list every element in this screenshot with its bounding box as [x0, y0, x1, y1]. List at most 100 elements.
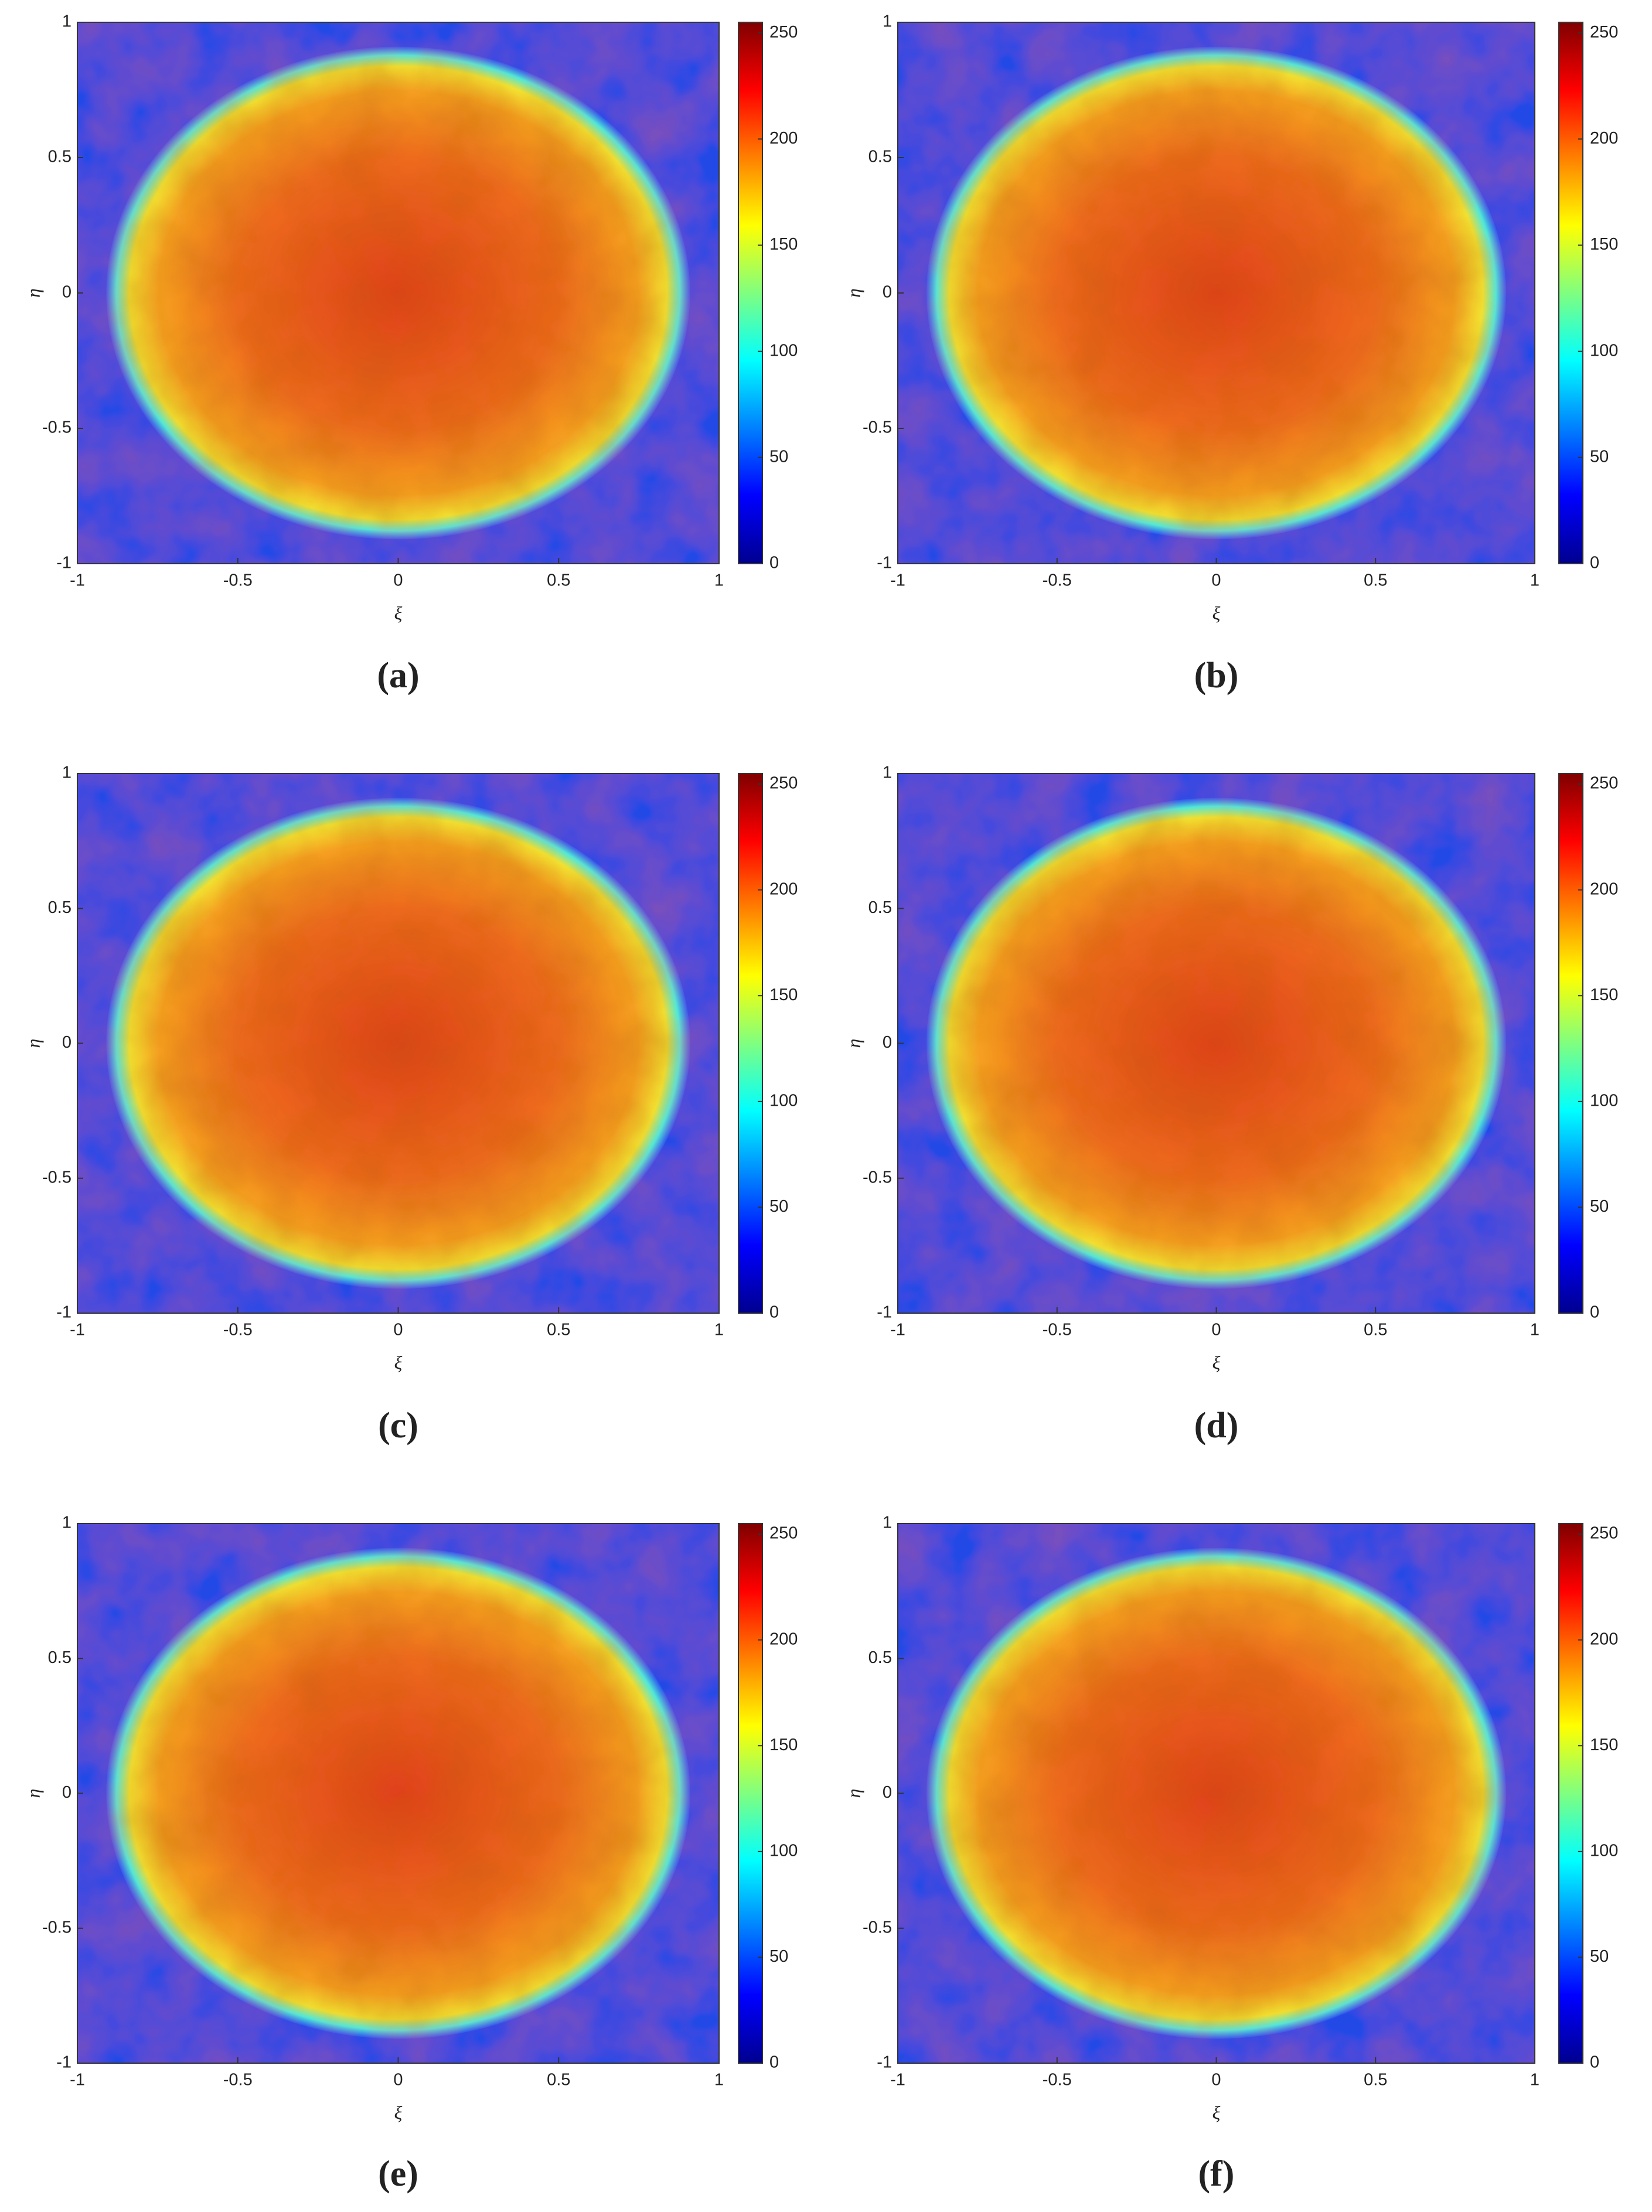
heatmap-disk	[926, 46, 1507, 540]
y-tick-label: -1	[56, 554, 71, 572]
y-tick-label: 0	[62, 1033, 71, 1052]
y-tick-label: -1	[877, 2053, 892, 2072]
panel: -1 -0.5 0 0.5 1 -1 -0.5 0 0.5 1 ξ η 0 50 100 150 200 250 (…	[22, 1514, 798, 2194]
colorbar-tick-label: 250	[1590, 23, 1618, 42]
panel-label: (f)	[1198, 2154, 1235, 2194]
colorbar-tick-label: 50	[769, 1197, 788, 1216]
x-tick-label: 1	[1530, 2071, 1539, 2090]
x-axis-label: ξ	[1212, 1352, 1221, 1373]
x-tick-label: 0.5	[1364, 2071, 1387, 2090]
panel: -1 -0.5 0 0.5 1 -1 -0.5 0 0.5 1 ξ η 0 50 100 150 200 250 (…	[843, 1514, 1618, 2194]
colorbar-tick-label: 150	[1590, 1736, 1618, 1754]
y-tick-label: 0.5	[48, 148, 71, 166]
x-tick-label: 0.5	[1364, 571, 1387, 590]
x-tick-label: 0	[393, 2071, 403, 2090]
x-tick-label: 0	[393, 571, 403, 590]
colorbar-tick-label: 150	[769, 986, 798, 1004]
panel: -1 -0.5 0 0.5 1 -1 -0.5 0 0.5 1 ξ η 0 50 100 150 200 250 (…	[22, 12, 798, 696]
heatmap-disk	[106, 46, 690, 540]
x-tick-label: -1	[70, 571, 85, 590]
x-tick-label: -0.5	[223, 2071, 253, 2090]
y-tick-label: -0.5	[863, 418, 892, 437]
x-tick-label: -1	[890, 1321, 905, 1340]
heatmap-image	[898, 1523, 1535, 2063]
colorbar-tick-label: 250	[1590, 1524, 1618, 1543]
y-tick-label: 0	[62, 283, 71, 302]
y-tick-label: 1	[883, 1514, 892, 1532]
x-tick-label: 1	[714, 1321, 724, 1340]
y-axis-label: η	[843, 288, 864, 298]
colorbar-tick-label: 250	[769, 1524, 798, 1543]
panel: -1 -0.5 0 0.5 1 -1 -0.5 0 0.5 1 ξ η 0 50 100 150 200 250 (…	[843, 12, 1618, 696]
y-tick-label: -1	[877, 554, 892, 572]
x-tick-label: 0	[1211, 2071, 1221, 2090]
heatmap-disk	[926, 1548, 1507, 2039]
colorbar	[738, 22, 763, 564]
heatmap-image	[77, 773, 719, 1313]
colorbar-tick-label: 0	[769, 554, 779, 572]
colorbar-tick-label: 50	[1590, 1197, 1609, 1216]
y-axis-label: η	[22, 1789, 43, 1798]
y-tick-label: -0.5	[863, 1918, 892, 1937]
x-tick-label: 0	[393, 1321, 403, 1340]
y-tick-label: 1	[883, 764, 892, 782]
heatmap-disk	[106, 1548, 690, 2039]
x-tick-label: 0.5	[547, 1321, 570, 1340]
x-tick-label: -1	[890, 571, 905, 590]
x-tick-label: -0.5	[1043, 2071, 1072, 2090]
x-axis-label: ξ	[394, 2102, 403, 2123]
x-tick-label: 1	[714, 571, 724, 590]
colorbar-tick-label: 50	[769, 1947, 788, 1966]
heatmap-disk	[926, 797, 1507, 1289]
y-tick-label: 1	[62, 1514, 71, 1532]
x-tick-label: -0.5	[223, 1321, 253, 1340]
y-tick-label: 1	[62, 12, 71, 31]
colorbar-tick-label: 50	[1590, 447, 1609, 466]
y-tick-label: 0.5	[48, 898, 71, 917]
y-axis-label: η	[22, 288, 43, 298]
colorbar	[1558, 22, 1583, 564]
x-tick-label: 0.5	[1364, 1321, 1387, 1340]
heatmap-image	[77, 22, 719, 564]
colorbar	[738, 1523, 763, 2064]
colorbar	[738, 773, 763, 1314]
x-tick-label: 1	[1530, 571, 1539, 590]
y-axis-label: η	[843, 1789, 864, 1798]
x-tick-label: 1	[1530, 1321, 1539, 1340]
panel-label: (e)	[378, 2154, 418, 2194]
y-tick-label: 0	[883, 283, 892, 302]
colorbar-tick-label: 250	[769, 774, 798, 793]
colorbar-tick-label: 100	[1590, 1841, 1618, 1860]
colorbar	[1558, 1523, 1583, 2064]
y-tick-label: 1	[62, 764, 71, 782]
x-tick-label: 1	[714, 2071, 724, 2090]
panel-label: (b)	[1194, 656, 1239, 696]
heatmap-image	[898, 22, 1535, 564]
colorbar-tick-label: 250	[769, 23, 798, 42]
colorbar-tick-label: 200	[769, 1630, 798, 1648]
x-tick-label: -0.5	[223, 571, 253, 590]
y-tick-label: 0.5	[48, 1648, 71, 1667]
x-tick-label: 0	[1211, 571, 1221, 590]
colorbar-tick-label: 150	[1590, 235, 1618, 254]
panel-label: (c)	[378, 1406, 418, 1446]
x-axis-label: ξ	[394, 1352, 403, 1373]
colorbar-tick-label: 0	[1590, 1303, 1599, 1322]
colorbar-tick-label: 200	[769, 880, 798, 898]
colorbar-tick-label: 0	[769, 2053, 779, 2072]
colorbar-tick-label: 150	[1590, 986, 1618, 1004]
x-axis-label: ξ	[1212, 2102, 1221, 2123]
colorbar-tick-label: 250	[1590, 774, 1618, 793]
y-tick-label: -1	[56, 1303, 71, 1322]
panel: -1 -0.5 0 0.5 1 -1 -0.5 0 0.5 1 ξ η 0 50 100 150 200 250 (…	[22, 764, 798, 1446]
colorbar-tick-label: 150	[769, 235, 798, 254]
y-tick-label: 0.5	[868, 898, 892, 917]
x-tick-label: 0	[1211, 1321, 1221, 1340]
y-tick-label: 0	[883, 1033, 892, 1052]
panel-label: (d)	[1194, 1406, 1239, 1446]
y-tick-label: -1	[56, 2053, 71, 2072]
colorbar-tick-label: 200	[1590, 129, 1618, 148]
colorbar-tick-label: 100	[1590, 1091, 1618, 1110]
y-tick-label: -0.5	[42, 418, 71, 437]
